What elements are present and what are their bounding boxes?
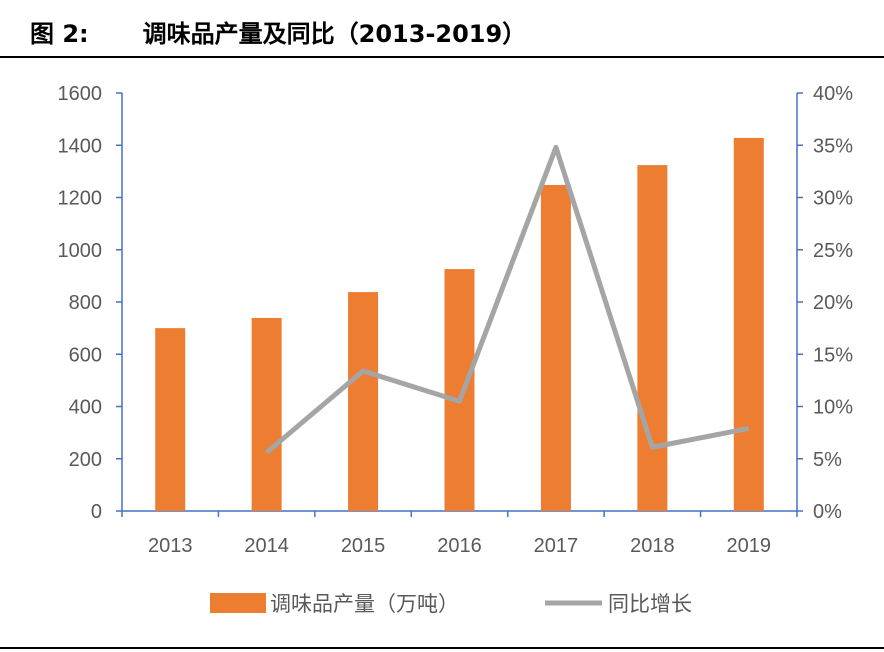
bar-2015 bbox=[348, 292, 379, 511]
top-rule bbox=[0, 56, 884, 58]
bar-2013 bbox=[155, 328, 186, 511]
right-tick-label: 25% bbox=[813, 240, 853, 262]
right-tick-label: 0% bbox=[813, 501, 842, 523]
figure-label: 图 2: bbox=[30, 20, 89, 48]
left-tick-label: 200 bbox=[69, 449, 102, 471]
x-tick-label: 2019 bbox=[727, 535, 772, 557]
right-tick-label: 35% bbox=[813, 135, 853, 157]
right-tick-label: 40% bbox=[813, 83, 853, 105]
left-tick-label: 1000 bbox=[58, 240, 103, 262]
x-tick-label: 2014 bbox=[244, 535, 289, 557]
bar-2018 bbox=[637, 165, 668, 512]
x-tick-label: 2017 bbox=[534, 535, 579, 557]
legend-bar-swatch bbox=[210, 593, 266, 613]
bar-2017 bbox=[540, 184, 571, 511]
left-tick-label: 1600 bbox=[58, 83, 103, 105]
right-tick-label: 5% bbox=[813, 449, 842, 471]
right-tick-label: 15% bbox=[813, 344, 853, 366]
bar-2014 bbox=[251, 317, 282, 511]
bar-2016 bbox=[444, 269, 475, 511]
figure-title-text: 调味品产量及同比（2013-2019） bbox=[142, 20, 527, 48]
left-tick-label: 0 bbox=[91, 501, 102, 523]
x-tick-label: 2016 bbox=[437, 535, 482, 557]
bottom-rule bbox=[0, 647, 884, 649]
left-tick-label: 1200 bbox=[58, 188, 103, 210]
x-tick-label: 2018 bbox=[630, 535, 675, 557]
right-tick-label: 30% bbox=[813, 188, 853, 210]
growth-line bbox=[265, 144, 750, 455]
x-tick-label: 2013 bbox=[148, 535, 193, 557]
left-tick-label: 600 bbox=[69, 344, 102, 366]
left-tick-label: 800 bbox=[69, 292, 102, 314]
left-tick-label: 1400 bbox=[58, 135, 103, 157]
right-tick-label: 20% bbox=[813, 292, 853, 314]
right-tick-label: 10% bbox=[813, 397, 853, 419]
left-tick-label: 400 bbox=[69, 397, 102, 419]
bar-2019 bbox=[733, 137, 764, 511]
legend-bar-label: 调味品产量（万吨） bbox=[270, 592, 459, 616]
figure-title: 图 2: 调味品产量及同比（2013-2019） bbox=[30, 14, 526, 49]
legend-line-label: 同比增长 bbox=[608, 592, 692, 616]
x-tick-label: 2015 bbox=[341, 535, 386, 557]
